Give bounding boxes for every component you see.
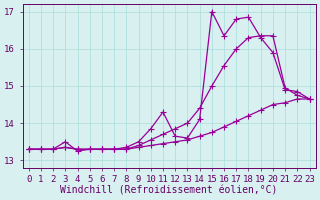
X-axis label: Windchill (Refroidissement éolien,°C): Windchill (Refroidissement éolien,°C) [60,186,278,196]
